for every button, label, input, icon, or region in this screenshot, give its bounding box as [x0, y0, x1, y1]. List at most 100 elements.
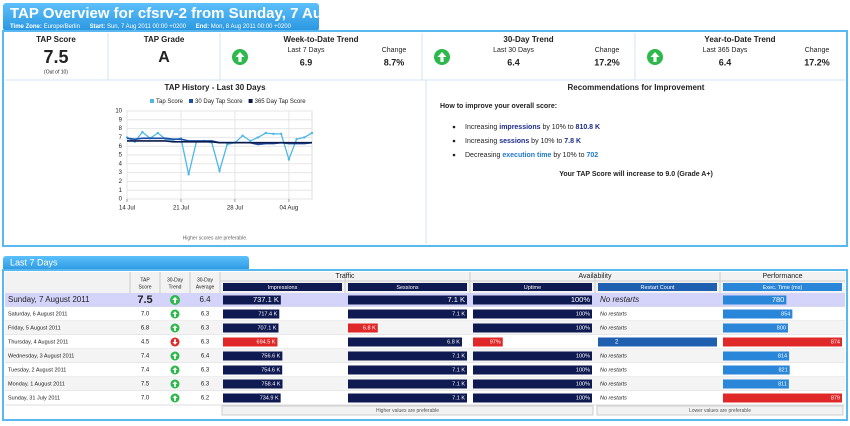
text: Increasing [465, 138, 497, 145]
cell-text: No restarts [600, 295, 639, 304]
table-title: Last 7 Days [10, 257, 58, 267]
label: Last 365 Days [703, 47, 748, 54]
label: Change [805, 47, 830, 54]
point [226, 143, 229, 146]
y-tick-label: 6 [119, 144, 123, 150]
row-average: 6.3 [201, 368, 210, 374]
cell-bar [223, 337, 278, 347]
cell-value: 754.6 K [261, 367, 280, 373]
cell-value: 100% [576, 381, 590, 387]
recommendation: Decreasing execution time by 10% to 702 [465, 152, 598, 159]
legend-label: 30 Day Tap Score [195, 99, 243, 105]
y-tick-label: 7 [119, 135, 123, 141]
legend-label: 365 Day Tap Score [255, 99, 307, 105]
row-average: 6.3 [201, 340, 210, 346]
cell-bar [473, 337, 503, 347]
point [272, 132, 275, 136]
text: by 10% to [542, 124, 573, 131]
row-date: Saturday, 6 August 2011 [8, 311, 67, 317]
label: 8.7% [384, 57, 405, 67]
cell-text: No restarts [600, 381, 627, 387]
metric: impressions [499, 124, 540, 131]
trend-arrow [437, 52, 447, 62]
label: TAP Score [36, 35, 76, 44]
group-header: Performance [762, 273, 802, 280]
column-header: TAP [140, 277, 150, 283]
cell-bar [723, 295, 787, 305]
column-header: Average [196, 284, 215, 290]
point [295, 137, 298, 141]
row-score: 4.5 [141, 340, 150, 346]
x-tick-label: 14 Jul [119, 206, 135, 212]
y-tick-label: 1 [119, 188, 123, 194]
label: (Out of 10) [44, 69, 68, 75]
cell-bar [723, 393, 842, 403]
cell-value: 7.1 K [447, 295, 465, 304]
cell-value: 874 [831, 339, 840, 345]
cell-value: 694.5 K [257, 339, 276, 345]
trend-arrow [172, 339, 178, 345]
row-date: Sunday, 31 July 2011 [8, 395, 60, 401]
cell-bar [473, 365, 592, 375]
cell-bar [348, 337, 462, 347]
cell-value: 811 [778, 381, 787, 387]
point [249, 139, 252, 143]
label: 6.9 [300, 57, 313, 67]
row-date: Sunday, 7 August 2011 [8, 295, 90, 304]
cell-value: 717.4 K [258, 311, 277, 317]
row-score: 6.8 [141, 326, 150, 332]
group-header: Traffic [335, 273, 355, 280]
y-tick-label: 3 [119, 170, 123, 176]
text: Increasing [465, 124, 497, 131]
cell-bar [223, 295, 281, 305]
cell-bar [473, 309, 592, 319]
recommendation: Increasing sessions by 10% to 7.8 K [465, 138, 581, 145]
cell-bar [348, 379, 467, 389]
point [241, 134, 244, 137]
y-tick-label: 10 [115, 109, 122, 115]
label: Your TAP Score will increase to 9.0 (Gra… [559, 171, 713, 178]
label: Change [595, 47, 620, 54]
header-tab [3, 3, 319, 31]
row-bg [5, 321, 845, 335]
cell-value: 800 [777, 325, 786, 331]
label: A [158, 49, 170, 66]
text: Decreasing [465, 152, 501, 159]
cell-bar [473, 393, 592, 403]
target: 702 [586, 152, 598, 159]
label: Time Zone: [10, 24, 42, 30]
label: 6.4 [507, 57, 520, 67]
cell-value: 100% [576, 353, 590, 359]
table-footer: Lower values are preferable [689, 408, 751, 414]
label: 7.5 [43, 47, 68, 67]
column-header: Impressions [268, 285, 298, 291]
metric: sessions [499, 138, 529, 145]
target: 810.8 K [576, 124, 601, 131]
trend-arrow [172, 367, 178, 373]
y-tick-label: 9 [119, 117, 123, 123]
trend-arrow [172, 353, 178, 359]
point [256, 136, 260, 139]
cell-bar [473, 295, 592, 305]
row-date: Friday, 5 August 2011 [8, 325, 61, 331]
label: End: [196, 24, 209, 30]
label: Last 30 Days [493, 47, 534, 54]
row-score: 7.5 [137, 294, 152, 306]
cell-value: 758.4 K [262, 381, 281, 387]
cell-bar [223, 323, 279, 333]
y-tick-label: 0 [119, 197, 123, 203]
point [303, 136, 306, 139]
cell-text: No restarts [600, 311, 627, 317]
legend-swatch [189, 99, 194, 103]
column-header: Sessions [396, 285, 419, 291]
cell-bar [223, 309, 280, 319]
label: 17.2% [594, 57, 620, 67]
cell-bar [723, 309, 793, 319]
cell-value: 6.8 K [447, 339, 460, 345]
label: Recommendations for Improvement [568, 83, 705, 92]
row-date: Wednesday, 3 August 2011 [8, 353, 74, 359]
row-average: 6.3 [201, 312, 210, 318]
y-tick-label: 2 [119, 179, 123, 185]
label: 30-Day Trend [503, 35, 553, 44]
